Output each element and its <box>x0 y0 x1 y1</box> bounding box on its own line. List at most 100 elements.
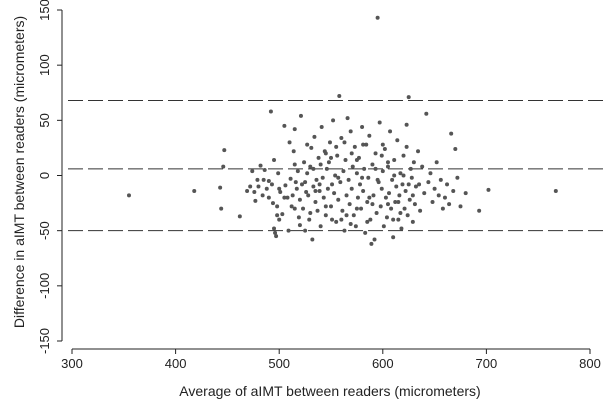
data-point <box>362 166 367 171</box>
data-point <box>306 193 311 198</box>
data-point <box>255 177 260 182</box>
data-point <box>391 235 396 240</box>
data-point <box>317 182 322 187</box>
data-point <box>344 193 349 198</box>
x-tick-label: 400 <box>165 356 187 371</box>
y-tick-label: 100 <box>37 54 52 76</box>
x-axis-title: Average of aIMT between readers (microme… <box>179 383 480 399</box>
data-point <box>319 124 324 129</box>
data-point <box>273 230 278 235</box>
data-point <box>323 204 328 209</box>
data-point <box>428 171 433 176</box>
data-point <box>341 169 346 174</box>
data-point <box>432 186 437 191</box>
x-tick-label: 800 <box>579 356 601 371</box>
data-point <box>268 109 273 114</box>
data-point <box>289 204 294 209</box>
data-point <box>367 195 372 200</box>
data-point <box>327 140 332 145</box>
data-point <box>346 177 351 182</box>
data-point <box>250 169 255 174</box>
data-point <box>416 149 421 154</box>
data-point <box>409 175 414 180</box>
data-point <box>299 182 304 187</box>
data-point <box>383 195 388 200</box>
data-point <box>330 182 335 187</box>
reference-lines <box>68 99 606 232</box>
data-point <box>286 228 291 233</box>
data-point <box>304 190 309 195</box>
data-point <box>400 182 405 187</box>
data-point <box>381 224 386 229</box>
data-point <box>333 173 338 178</box>
data-point <box>252 190 257 195</box>
data-point <box>367 133 372 138</box>
data-point <box>418 208 423 213</box>
data-point <box>359 206 364 211</box>
axes <box>61 10 590 350</box>
data-point <box>323 151 328 156</box>
data-point <box>337 94 342 99</box>
data-point <box>266 179 271 184</box>
data-point <box>310 237 315 242</box>
data-point <box>293 180 298 185</box>
data-point <box>192 188 197 193</box>
data-point <box>336 175 341 180</box>
data-point <box>303 180 308 185</box>
data-point <box>410 193 415 198</box>
data-point <box>385 164 390 169</box>
data-point <box>553 188 558 193</box>
data-point <box>294 186 299 191</box>
data-point <box>391 217 396 222</box>
data-point <box>324 166 329 171</box>
data-point <box>361 188 366 193</box>
data-point <box>311 166 316 171</box>
data-point <box>352 144 357 149</box>
data-point <box>311 184 316 189</box>
data-point <box>424 111 429 116</box>
data-point <box>395 138 400 143</box>
data-point <box>309 145 314 150</box>
data-point <box>453 147 458 152</box>
data-point <box>222 148 227 153</box>
data-point <box>393 199 398 204</box>
data-point <box>332 191 337 196</box>
y-tick-label: 150 <box>37 0 52 21</box>
data-point <box>463 191 468 196</box>
data-point <box>338 180 343 185</box>
data-point <box>449 131 454 136</box>
data-point <box>269 182 274 187</box>
data-point <box>353 224 358 229</box>
data-point <box>403 188 408 193</box>
data-point <box>296 215 301 220</box>
data-point <box>291 149 296 154</box>
data-point <box>365 219 370 224</box>
y-tick-label: 0 <box>37 172 52 179</box>
data-point <box>396 217 401 222</box>
data-point <box>253 198 258 203</box>
data-point <box>420 164 425 169</box>
data-point <box>422 191 427 196</box>
y-axis-title: Difference in aIMT between readers (micr… <box>11 16 27 328</box>
data-point <box>396 199 401 204</box>
x-tick-label: 300 <box>61 356 83 371</box>
data-point <box>280 212 285 217</box>
data-point <box>334 144 339 149</box>
data-point <box>248 184 253 189</box>
data-point <box>379 186 384 191</box>
data-point <box>349 186 354 191</box>
data-point <box>408 166 413 171</box>
data-point <box>398 171 403 176</box>
data-point <box>320 175 325 180</box>
data-point <box>331 118 336 123</box>
data-point <box>347 202 352 207</box>
data-point <box>343 158 348 163</box>
y-axis-ticks: -150 -100 -50 0 50 100 150 <box>37 0 62 354</box>
data-point <box>363 230 368 235</box>
data-point <box>307 217 312 222</box>
data-point <box>274 234 279 239</box>
data-point <box>401 153 406 158</box>
data-point <box>302 160 307 165</box>
data-point <box>405 213 410 218</box>
data-point <box>292 127 297 132</box>
